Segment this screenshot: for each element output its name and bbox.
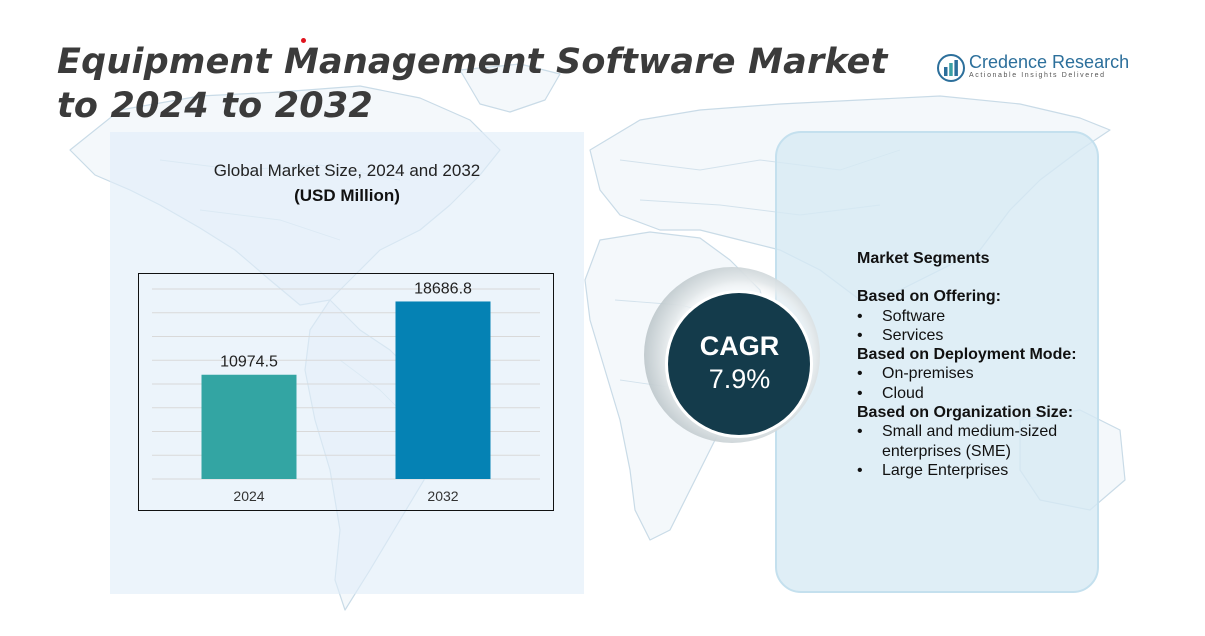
- chart-panel: [110, 132, 584, 594]
- chart-frame: [138, 273, 554, 511]
- chart-bars: [201, 301, 491, 479]
- logo-tagline: Actionable Insights Delivered: [969, 72, 1106, 79]
- chart-data-label: 10974.5: [220, 354, 278, 371]
- market-segments: Market Segments Based on Offering: Softw…: [857, 249, 1102, 481]
- chart-data-label: 18686.8: [414, 280, 472, 297]
- segment-item: Cloud: [857, 384, 1102, 404]
- cagr-value: 7.9%: [708, 364, 771, 394]
- chart-bar-2024: [201, 374, 297, 479]
- credence-research-logo: Credence Research Actionable Insights De…: [937, 52, 1130, 86]
- segment-organization-title: Based on Organization Size:: [857, 404, 1074, 422]
- red-dot-mark: [301, 38, 306, 43]
- chart-labels: 10974.5 2024 18686.8 2032: [220, 280, 472, 504]
- cagr-badge: [644, 267, 820, 443]
- segment-deployment-title: Based on Deployment Mode:: [857, 346, 1077, 364]
- cagr-text: CAGR 7.9%: [668, 330, 811, 396]
- chart-bar-2032: [395, 301, 491, 479]
- chart-unit: (USD Million): [294, 186, 400, 205]
- segments-heading: Market Segments: [857, 250, 990, 267]
- page-title: Equipment Management Software Market to …: [57, 42, 888, 126]
- bar-chart: 10974.5 2024 18686.8 2032: [138, 273, 554, 511]
- cagr-circle: [668, 293, 810, 435]
- logo-bars-icon: [937, 54, 965, 82]
- segment-item: Services: [857, 326, 1102, 346]
- segment-item: Large Enterprises: [857, 461, 1102, 481]
- logo-name: Credence Research: [969, 52, 1130, 72]
- segment-item: Software: [857, 307, 1102, 327]
- segments-panel: [775, 131, 1099, 593]
- segment-offering-title: Based on Offering:: [857, 288, 1002, 306]
- chart-tick-label: 2024: [233, 488, 264, 504]
- cagr-label: CAGR: [699, 331, 780, 361]
- chart-title: Global Market Size, 2024 and 2032: [213, 161, 481, 180]
- chart-tick-label: 2032: [427, 488, 458, 504]
- segment-item: Small and medium-sized enterprises (SME): [857, 422, 1102, 461]
- segment-item: On-premises: [857, 364, 1102, 384]
